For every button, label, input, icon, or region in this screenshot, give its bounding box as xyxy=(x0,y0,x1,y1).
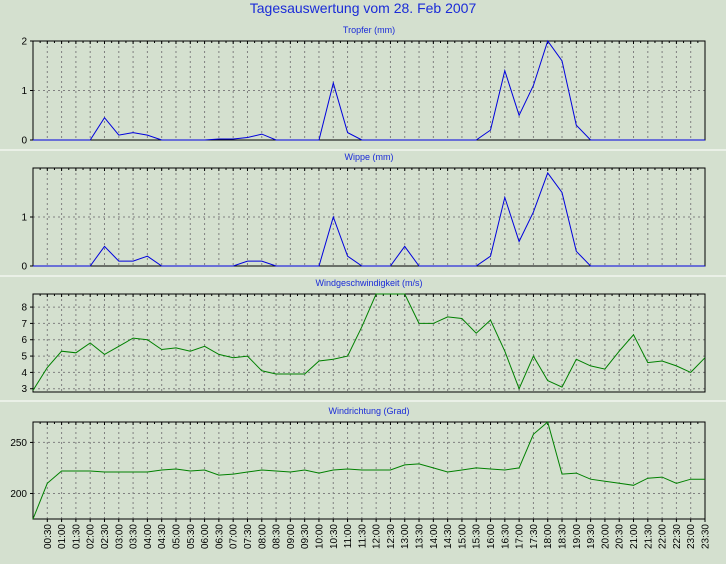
x-tick-label: 19:00 xyxy=(572,524,583,549)
x-tick-label: 14:30 xyxy=(443,524,454,549)
x-tick-label: 13:30 xyxy=(415,524,426,549)
x-tick-label: 21:30 xyxy=(643,524,654,549)
x-tick-label: 12:30 xyxy=(386,524,397,549)
y-tick-label: 200 xyxy=(10,489,27,500)
chart-panel-3: 3 4 5 6 7 8 Windgeschwindigkeit (m/s) xyxy=(0,278,726,402)
x-tick-label: 10:00 xyxy=(314,524,325,549)
x-tick-label: 06:30 xyxy=(214,524,225,549)
x-tick-label: 00:30 xyxy=(43,524,54,549)
x-tick-label: 15:00 xyxy=(457,524,468,549)
plot-area xyxy=(33,294,705,392)
page-title: Tagesauswertung vom 28. Feb 2007 xyxy=(249,0,477,16)
y-tick-label: 3 xyxy=(21,384,27,395)
x-tick-label: 04:00 xyxy=(143,524,154,549)
x-tick-label: 08:30 xyxy=(272,524,283,549)
y-tick-label: 0 xyxy=(21,136,27,147)
x-tick-label: 07:00 xyxy=(229,524,240,549)
x-tick-label: 18:30 xyxy=(558,524,569,549)
x-tick-label: 20:30 xyxy=(615,524,626,549)
plot-frame xyxy=(32,421,706,520)
x-tick-label: 11:00 xyxy=(343,524,354,549)
series-line xyxy=(33,171,705,267)
x-tick-label: 02:30 xyxy=(100,524,111,549)
x-tick-label: 09:30 xyxy=(300,524,311,549)
x-tick-label: 04:30 xyxy=(157,524,168,549)
x-tick-label: 17:30 xyxy=(529,524,540,549)
x-tick-label: 01:00 xyxy=(57,524,68,549)
x-tick-label: 12:00 xyxy=(372,524,383,549)
x-tick-label: 20:00 xyxy=(600,524,611,549)
time-axis: 00:30 01:00 01:30 02:00 02:30 03:00 03:30 04:00… xyxy=(43,519,712,549)
series-line xyxy=(33,39,705,141)
panel-title: Windgeschwindigkeit (m/s) xyxy=(315,278,422,288)
y-tick-label: 0 xyxy=(21,262,27,273)
x-tick-label: 01:30 xyxy=(71,524,82,549)
y-tick-label: 8 xyxy=(21,303,27,314)
x-tick-label: 23:30 xyxy=(701,524,712,549)
chart-panel-4: 200 250 Windrichtung (Grad) xyxy=(10,406,706,520)
x-tick-label: 13:00 xyxy=(400,524,411,549)
panel-title: Tropfer (mm) xyxy=(343,25,395,35)
x-tick-label: 02:00 xyxy=(86,524,97,549)
x-tick-label: 18:00 xyxy=(543,524,554,549)
x-tick-label: 05:30 xyxy=(186,524,197,549)
x-tick-label: 16:30 xyxy=(500,524,511,549)
y-tick-label: 1 xyxy=(21,213,27,224)
x-tick-label: 11:30 xyxy=(357,524,368,549)
y-tick-label: 2 xyxy=(21,37,27,48)
x-tick-label: 16:00 xyxy=(486,524,497,549)
x-tick-label: 21:00 xyxy=(629,524,640,549)
x-tick-label: 22:00 xyxy=(658,524,669,549)
x-tick-label: 23:00 xyxy=(686,524,697,549)
y-tick-label: 4 xyxy=(21,368,27,379)
x-tick-label: 06:00 xyxy=(200,524,211,549)
y-tick-label: 250 xyxy=(10,438,27,449)
series-line xyxy=(32,293,706,391)
y-tick-label: 6 xyxy=(21,335,27,346)
x-tick-label: 03:30 xyxy=(129,524,140,549)
x-tick-label: 05:00 xyxy=(171,524,182,549)
x-tick-label: 17:00 xyxy=(515,524,526,549)
x-tick-label: 09:00 xyxy=(286,524,297,549)
y-tick-label: 1 xyxy=(21,86,27,97)
x-tick-label: 14:00 xyxy=(429,524,440,549)
x-tick-label: 10:30 xyxy=(329,524,340,549)
x-tick-label: 15:30 xyxy=(472,524,483,549)
x-tick-label: 22:30 xyxy=(672,524,683,549)
x-tick-label: 19:30 xyxy=(586,524,597,549)
y-tick-label: 5 xyxy=(21,352,27,363)
x-tick-label: 08:00 xyxy=(257,524,268,549)
panel-title: Wippe (mm) xyxy=(345,152,394,162)
chart-panel-1: 0 1 2 Tropfer (mm) xyxy=(0,25,726,151)
chart-panel-2: 0 1 Wippe (mm) xyxy=(0,152,726,277)
plot-frame xyxy=(32,293,706,393)
panel-title: Windrichtung (Grad) xyxy=(328,406,409,416)
series-line xyxy=(32,421,705,520)
x-tick-label: 03:00 xyxy=(114,524,125,549)
x-tick-label: 07:30 xyxy=(243,524,254,549)
y-tick-label: 7 xyxy=(21,319,27,330)
